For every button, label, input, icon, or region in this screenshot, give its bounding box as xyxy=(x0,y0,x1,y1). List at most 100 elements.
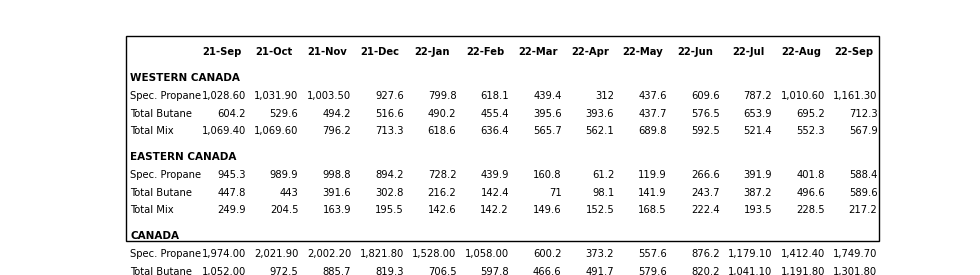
Text: 1,058.00: 1,058.00 xyxy=(465,249,509,259)
Text: Spec. Propane: Spec. Propane xyxy=(130,170,201,180)
Text: 927.6: 927.6 xyxy=(375,91,404,101)
Text: Spec. Propane: Spec. Propane xyxy=(130,249,201,259)
Text: 163.9: 163.9 xyxy=(322,205,351,215)
Text: 1,301.80: 1,301.80 xyxy=(833,266,877,275)
Text: 636.4: 636.4 xyxy=(480,126,509,136)
Text: 204.5: 204.5 xyxy=(270,205,299,215)
Text: 1,974.00: 1,974.00 xyxy=(202,249,246,259)
Text: 972.5: 972.5 xyxy=(270,266,299,275)
Text: 466.6: 466.6 xyxy=(533,266,562,275)
Text: 491.7: 491.7 xyxy=(586,266,614,275)
Text: 819.3: 819.3 xyxy=(375,266,404,275)
Text: 597.8: 597.8 xyxy=(480,266,509,275)
Text: Spec. Propane: Spec. Propane xyxy=(130,91,201,101)
Text: 216.2: 216.2 xyxy=(427,188,457,197)
Text: WESTERN CANADA: WESTERN CANADA xyxy=(130,73,240,84)
Text: 193.5: 193.5 xyxy=(744,205,772,215)
Text: 243.7: 243.7 xyxy=(691,188,719,197)
Text: 609.6: 609.6 xyxy=(691,91,719,101)
Text: 689.8: 689.8 xyxy=(638,126,666,136)
Text: 876.2: 876.2 xyxy=(691,249,719,259)
Text: 443: 443 xyxy=(279,188,299,197)
Text: 21-Dec: 21-Dec xyxy=(360,47,399,57)
Text: EASTERN CANADA: EASTERN CANADA xyxy=(130,152,236,163)
Text: 439.9: 439.9 xyxy=(480,170,509,180)
Text: 787.2: 787.2 xyxy=(744,91,772,101)
Text: 516.6: 516.6 xyxy=(375,109,404,119)
Text: 266.6: 266.6 xyxy=(691,170,719,180)
Text: 653.9: 653.9 xyxy=(744,109,772,119)
Text: 712.3: 712.3 xyxy=(849,109,877,119)
Text: 1,191.80: 1,191.80 xyxy=(780,266,825,275)
Text: 142.6: 142.6 xyxy=(427,205,457,215)
Text: 1,069.40: 1,069.40 xyxy=(202,126,246,136)
Text: 249.9: 249.9 xyxy=(218,205,246,215)
Text: 1,821.80: 1,821.80 xyxy=(360,249,404,259)
Text: 395.6: 395.6 xyxy=(533,109,562,119)
Text: 618.6: 618.6 xyxy=(427,126,457,136)
Text: 576.5: 576.5 xyxy=(691,109,719,119)
Text: 1,528.00: 1,528.00 xyxy=(412,249,457,259)
Text: 945.3: 945.3 xyxy=(218,170,246,180)
Text: CANADA: CANADA xyxy=(130,231,179,241)
Text: 552.3: 552.3 xyxy=(796,126,825,136)
Text: 1,052.00: 1,052.00 xyxy=(202,266,246,275)
Text: 22-Jun: 22-Jun xyxy=(677,47,713,57)
Text: 604.2: 604.2 xyxy=(218,109,246,119)
Text: 21-Oct: 21-Oct xyxy=(256,47,293,57)
Text: 496.6: 496.6 xyxy=(796,188,825,197)
Text: 22-Sep: 22-Sep xyxy=(834,47,873,57)
Text: 168.5: 168.5 xyxy=(638,205,666,215)
Text: 989.9: 989.9 xyxy=(270,170,299,180)
Text: 228.5: 228.5 xyxy=(796,205,825,215)
Text: Total Butane: Total Butane xyxy=(130,188,192,197)
Text: 312: 312 xyxy=(595,91,614,101)
Text: 447.8: 447.8 xyxy=(218,188,246,197)
Text: 1,069.60: 1,069.60 xyxy=(254,126,299,136)
Text: 195.5: 195.5 xyxy=(375,205,404,215)
Text: 21-Sep: 21-Sep xyxy=(202,47,241,57)
Text: 373.2: 373.2 xyxy=(586,249,614,259)
Text: 695.2: 695.2 xyxy=(796,109,825,119)
Text: 1,028.60: 1,028.60 xyxy=(202,91,246,101)
Text: 71: 71 xyxy=(549,188,562,197)
Text: 217.2: 217.2 xyxy=(849,205,877,215)
Text: 600.2: 600.2 xyxy=(533,249,562,259)
Text: 222.4: 222.4 xyxy=(691,205,719,215)
Text: 401.8: 401.8 xyxy=(797,170,825,180)
Text: 22-Aug: 22-Aug xyxy=(781,47,821,57)
Text: 820.2: 820.2 xyxy=(691,266,719,275)
Text: 439.4: 439.4 xyxy=(533,91,562,101)
Text: 713.3: 713.3 xyxy=(375,126,404,136)
Text: 160.8: 160.8 xyxy=(533,170,562,180)
Text: 22-May: 22-May xyxy=(622,47,663,57)
Text: 119.9: 119.9 xyxy=(638,170,666,180)
Text: 141.9: 141.9 xyxy=(638,188,666,197)
Text: 2,002.20: 2,002.20 xyxy=(307,249,351,259)
Text: 998.8: 998.8 xyxy=(322,170,351,180)
Text: 22-Jul: 22-Jul xyxy=(732,47,764,57)
Text: 618.1: 618.1 xyxy=(480,91,509,101)
Text: 1,031.90: 1,031.90 xyxy=(254,91,299,101)
Text: 567.9: 567.9 xyxy=(849,126,877,136)
Text: Total Butane: Total Butane xyxy=(130,109,192,119)
Text: 437.6: 437.6 xyxy=(638,91,666,101)
Text: 142.2: 142.2 xyxy=(480,205,509,215)
Text: 61.2: 61.2 xyxy=(592,170,614,180)
Text: Total Butane: Total Butane xyxy=(130,266,192,275)
Text: 22-Mar: 22-Mar xyxy=(517,47,558,57)
Text: 98.1: 98.1 xyxy=(592,188,614,197)
Text: 142.4: 142.4 xyxy=(480,188,509,197)
Text: 393.6: 393.6 xyxy=(586,109,614,119)
Text: 565.7: 565.7 xyxy=(533,126,562,136)
Text: 437.7: 437.7 xyxy=(638,109,666,119)
Text: 1,010.60: 1,010.60 xyxy=(780,91,825,101)
Text: 589.6: 589.6 xyxy=(849,188,877,197)
Text: 588.4: 588.4 xyxy=(849,170,877,180)
Text: 557.6: 557.6 xyxy=(638,249,666,259)
Text: 1,749.70: 1,749.70 xyxy=(833,249,877,259)
Text: 387.2: 387.2 xyxy=(744,188,772,197)
Text: 22-Feb: 22-Feb xyxy=(466,47,504,57)
Text: 302.8: 302.8 xyxy=(375,188,404,197)
Text: 1,041.10: 1,041.10 xyxy=(728,266,772,275)
